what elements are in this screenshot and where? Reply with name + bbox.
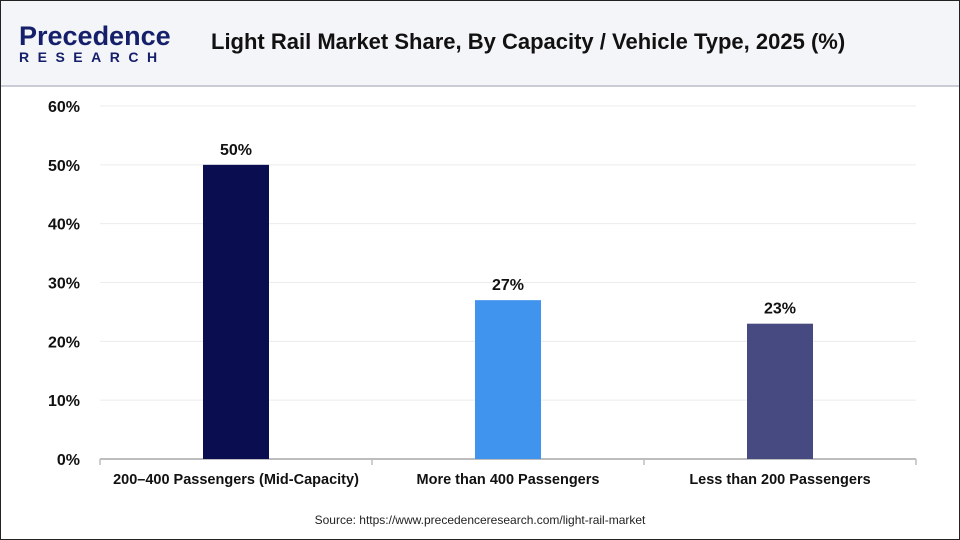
data-label: 23% (764, 301, 796, 318)
header: Precedence RESEARCH Light Rail Market Sh… (1, 1, 959, 87)
x-tick-label: Less than 200 Passengers (689, 472, 870, 488)
bar (475, 300, 541, 459)
bar (203, 164, 269, 460)
bar (747, 323, 813, 459)
data-label: 27% (492, 277, 524, 294)
y-tick-label: 10% (48, 393, 80, 410)
y-tick-label: 60% (48, 99, 80, 116)
x-tick-label: More than 400 Passengers (417, 472, 600, 488)
data-label: 50% (220, 142, 252, 159)
logo: Precedence RESEARCH (19, 21, 171, 66)
y-tick-label: 40% (48, 217, 80, 234)
logo-subtext: RESEARCH (19, 49, 166, 65)
y-tick-label: 50% (48, 158, 80, 175)
chart-title: Light Rail Market Share, By Capacity / V… (211, 29, 846, 54)
y-tick-label: 30% (48, 276, 80, 293)
y-tick-label: 0% (57, 452, 80, 469)
source-note: Source: https://www.precedenceresearch.c… (314, 513, 646, 527)
logo-text: Precedence (19, 21, 171, 51)
y-tick-label: 20% (48, 334, 80, 351)
x-tick-label: 200–400 Passengers (Mid-Capacity) (113, 472, 359, 488)
